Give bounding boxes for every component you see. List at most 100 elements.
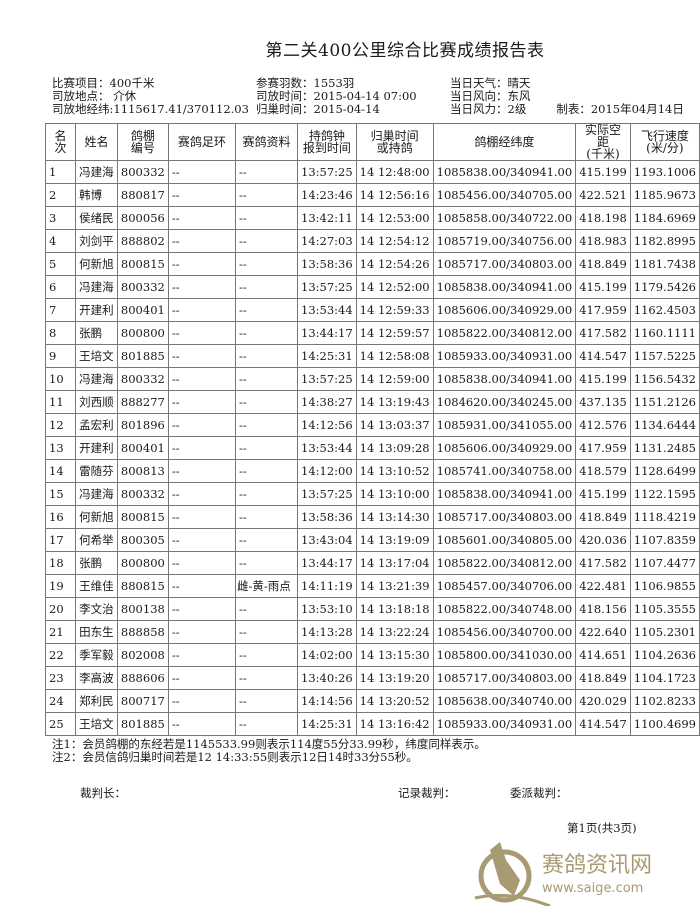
- cell-speed: 1181.7438: [629, 252, 700, 276]
- cell-distance: 420.029: [575, 689, 631, 713]
- cell-pigeon-info: --: [235, 505, 299, 529]
- cell-coordinates: 1085822.00/340812.00: [432, 551, 577, 575]
- cell-distance: 437.135: [575, 390, 631, 414]
- cell-loft-id: 880817: [116, 183, 169, 207]
- cell-loft-id: 800138: [116, 597, 169, 621]
- table-row: 25 王培文 801885 -- -- 14:25:31 14 13:16:42 108593…: [44, 712, 700, 736]
- cell-coordinates: 1085933.00/340931.00: [432, 712, 577, 736]
- cell-distance: 415.199: [575, 160, 631, 184]
- cell-speed: 1131.2485: [629, 436, 700, 460]
- cell-pigeon-info: --: [235, 551, 299, 575]
- column-header: 赛鸽足环: [167, 123, 237, 161]
- cell-ring: --: [167, 390, 237, 414]
- cell-name: 冯建海: [75, 160, 118, 184]
- cell-ring: --: [167, 321, 237, 345]
- cell-ring: --: [167, 413, 237, 437]
- cell-rank: 21: [44, 620, 77, 644]
- cell-loft-id: 800401: [116, 436, 169, 460]
- cell-loft-id: 800332: [116, 482, 169, 506]
- recording-judge-label: 记录裁判：: [398, 786, 456, 800]
- table-row: 10 冯建海 800332 -- -- 13:57:25 14 12:59:00 108583…: [44, 367, 700, 391]
- cell-name: 冯建海: [75, 275, 118, 299]
- cell-arrival-time: 14 12:54:26: [355, 252, 434, 276]
- cell-speed: 1105.2301: [629, 620, 700, 644]
- cell-arrival-time: 14 13:22:24: [355, 620, 434, 644]
- table-row: 4 刘剑平 888802 -- -- 14:27:03 14 12:54:12 1085719…: [44, 229, 700, 253]
- cell-ring: --: [167, 229, 237, 253]
- cell-distance: 417.582: [575, 551, 631, 575]
- cell-rank: 4: [44, 229, 77, 253]
- cell-name: 李高波: [75, 666, 118, 690]
- cell-coordinates: 1085717.00/340803.00: [432, 666, 577, 690]
- cell-ring: --: [167, 436, 237, 460]
- table-row: 8 张鹏 800800 -- -- 13:44:17 14 12:59:57 1085822.…: [44, 321, 700, 345]
- cell-loft-id: 800056: [116, 206, 169, 230]
- cell-coordinates: 1085457.00/340706.00: [432, 574, 577, 598]
- page-number: 第1页(共3页): [567, 821, 637, 835]
- cell-rank: 2: [44, 183, 77, 207]
- cell-name: 雷随芬: [75, 459, 118, 483]
- cell-arrival-time: 14 12:56:16: [355, 183, 434, 207]
- cell-speed: 1151.2126: [629, 390, 700, 414]
- cell-arrival-time: 14 13:17:04: [355, 551, 434, 575]
- cell-arrival-time: 14 13:19:43: [355, 390, 434, 414]
- cell-rank: 7: [44, 298, 77, 322]
- cell-clock-time: 13:44:17: [297, 551, 357, 575]
- cell-distance: 418.983: [575, 229, 631, 253]
- cell-arrival-time: 14 13:20:52: [355, 689, 434, 713]
- cell-arrival-time: 14 12:59:33: [355, 298, 434, 322]
- cell-clock-time: 13:58:36: [297, 252, 357, 276]
- cell-name: 刘西顺: [75, 390, 118, 414]
- cell-rank: 5: [44, 252, 77, 276]
- cell-pigeon-info: 雌-黄-雨点: [235, 574, 299, 598]
- cell-arrival-time: 14 12:54:12: [355, 229, 434, 253]
- info-col-3: 当日天气：晴天 当日风向：东风 当日风力：2级 制表：2015年04月14日: [450, 77, 684, 116]
- cell-ring: --: [167, 597, 237, 621]
- cell-clock-time: 14:02:00: [297, 643, 357, 667]
- cell-coordinates: 1085838.00/340941.00: [432, 275, 577, 299]
- cell-coordinates: 1085719.00/340756.00: [432, 229, 577, 253]
- cell-distance: 422.640: [575, 620, 631, 644]
- cell-coordinates: 1085838.00/340941.00: [432, 482, 577, 506]
- table-row: 9 王培文 801885 -- -- 14:25:31 14 12:58:08 1085933…: [44, 344, 700, 368]
- cell-pigeon-info: --: [235, 712, 299, 736]
- cell-arrival-time: 14 13:14:30: [355, 505, 434, 529]
- cell-clock-time: 13:53:10: [297, 597, 357, 621]
- cell-distance: 422.521: [575, 183, 631, 207]
- cell-pigeon-info: --: [235, 620, 299, 644]
- cell-clock-time: 14:14:56: [297, 689, 357, 713]
- cell-pigeon-info: --: [235, 206, 299, 230]
- cell-loft-id: 800305: [116, 528, 169, 552]
- column-header: 名次: [44, 123, 77, 161]
- cell-speed: 1107.4477: [629, 551, 700, 575]
- cell-loft-id: 800332: [116, 275, 169, 299]
- table-row: 11 刘西顺 888277 -- -- 14:38:27 14 13:19:43 108462…: [44, 390, 700, 414]
- cell-rank: 6: [44, 275, 77, 299]
- column-header: 姓名: [75, 123, 118, 161]
- cell-arrival-time: 14 13:16:42: [355, 712, 434, 736]
- cell-arrival-time: 14 13:19:20: [355, 666, 434, 690]
- cell-coordinates: 1085717.00/340803.00: [432, 252, 577, 276]
- cell-name: 何新旭: [75, 505, 118, 529]
- cell-distance: 418.849: [575, 666, 631, 690]
- cell-clock-time: 13:53:44: [297, 298, 357, 322]
- table-row: 23 李高波 888606 -- -- 13:40:26 14 13:19:20 108571…: [44, 666, 700, 690]
- column-header: 持鸽钟 报到时间: [297, 123, 357, 161]
- cell-loft-id: 801885: [116, 344, 169, 368]
- table-row: 7 开建利 800401 -- -- 13:53:44 14 12:59:33 1085606…: [44, 298, 700, 322]
- watermark-text: 赛鸽资讯网: [542, 853, 652, 878]
- cell-name: 韩博: [75, 183, 118, 207]
- cell-pigeon-info: --: [235, 390, 299, 414]
- cell-pigeon-info: --: [235, 275, 299, 299]
- cell-speed: 1193.1006: [629, 160, 700, 184]
- delegate-judge-label: 委派裁判：: [510, 786, 568, 800]
- cell-distance: 415.199: [575, 482, 631, 506]
- cell-speed: 1106.9855: [629, 574, 700, 598]
- cell-name: 侯绪民: [75, 206, 118, 230]
- cell-pigeon-info: --: [235, 229, 299, 253]
- pigeon-icon: 赛鸽资讯网 www.saige.com: [474, 842, 652, 908]
- cell-arrival-time: 14 12:58:08: [355, 344, 434, 368]
- cell-speed: 1105.3555: [629, 597, 700, 621]
- column-header: 实际空距 (千米): [575, 123, 631, 161]
- cell-rank: 10: [44, 367, 77, 391]
